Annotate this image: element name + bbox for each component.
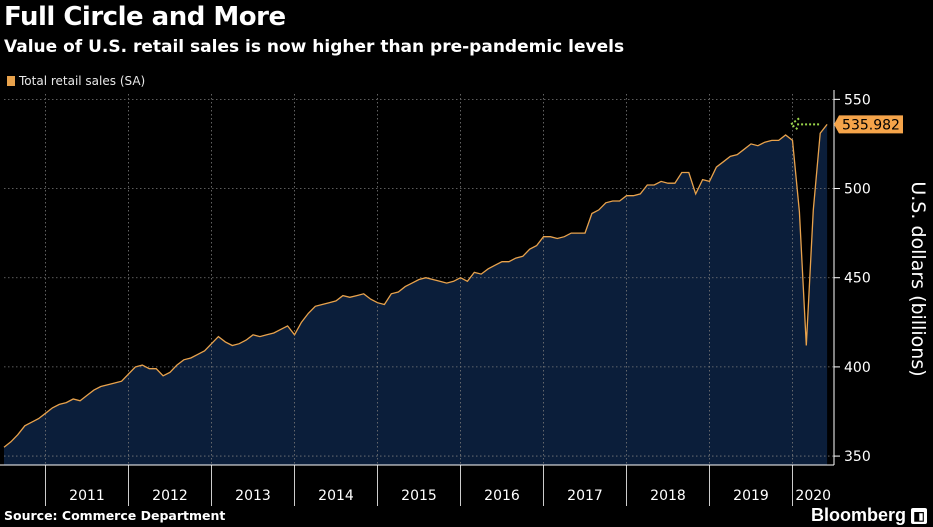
x-tick-label: 2013 [235, 488, 271, 504]
legend-swatch [7, 76, 15, 86]
y-tick-label: 500 [844, 182, 871, 198]
series-line [3, 123, 828, 448]
source-note: Source: Commerce Department [4, 508, 226, 523]
x-tick-label: 2020 [795, 488, 831, 504]
x-tick-label: 2014 [318, 488, 354, 504]
y-axis-label: U.S. dollars (billions) [907, 181, 929, 376]
chart-icon: ◧ [911, 507, 927, 524]
last-value-label: 535.982 [842, 117, 900, 133]
brand-logo: Bloomberg ◧ [811, 505, 927, 526]
x-tick-label: 2012 [152, 488, 188, 504]
chart-subtitle: Value of U.S. retail sales is now higher… [4, 37, 625, 57]
x-tick-label: 2016 [484, 488, 520, 504]
last-value-badge [834, 115, 903, 134]
y-tick-label: 550 [844, 92, 871, 108]
x-tick-label: 2019 [733, 488, 769, 504]
y-tick-label: 400 [844, 360, 871, 376]
arrow-head-icon [789, 117, 800, 132]
y-tick-label: 450 [844, 271, 871, 287]
legend: Total retail sales (SA) [7, 74, 145, 88]
x-tick-label: 2011 [69, 488, 105, 504]
x-tick-label: 2015 [401, 488, 437, 504]
y-tick-label: 350 [844, 449, 871, 465]
area-fill [4, 124, 828, 466]
brand-name: Bloomberg [810, 505, 906, 525]
chart-title: Full Circle and More [4, 2, 286, 32]
legend-label: Total retail sales (SA) [19, 74, 146, 88]
x-tick-label: 2017 [567, 488, 603, 504]
x-tick-label: 2018 [650, 488, 686, 504]
